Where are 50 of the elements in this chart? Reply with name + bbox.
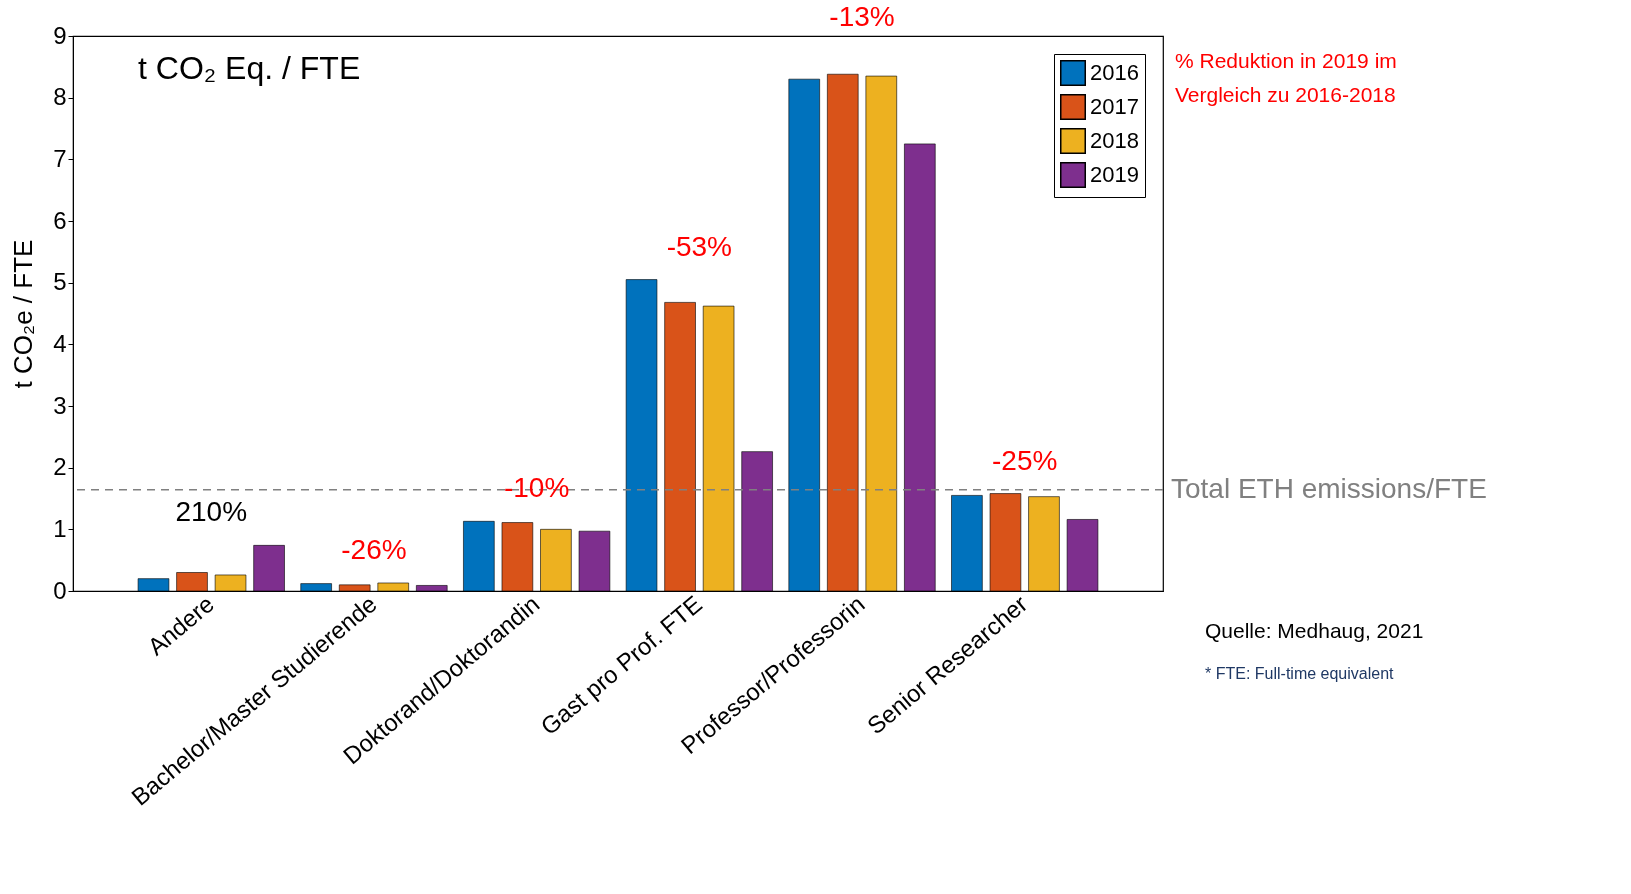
annotation: -26% [341,533,407,565]
y-tick-label: 2 [53,453,67,481]
annotation: -25% [992,444,1058,476]
bar [664,302,696,592]
bar [377,582,409,592]
y-tick-label: 0 [53,576,67,604]
bar [788,78,820,592]
bar [416,585,448,592]
y-tick-label: 9 [53,21,67,49]
bar [253,545,285,592]
text: * FTE: Full-time equivalent [1205,665,1395,682]
bar [214,574,247,592]
legend-label: 2016 [1090,60,1139,85]
bar [578,530,611,592]
bar [338,584,371,592]
y-tick-label: 8 [53,83,67,111]
y-tick-label: 4 [53,329,67,357]
annotation: 210% [175,496,248,528]
bar [702,305,735,592]
ref-line-label: Total ETH emissions/FTE [1171,472,1487,504]
bar [625,279,658,592]
source-note: Quelle: Medhaug, 2021 [1205,619,1424,642]
bar [137,578,170,592]
annotation: -53% [666,230,733,262]
y-axis-title: t CO₂e / FTE [8,239,39,389]
y-tick-label: 6 [53,206,67,234]
bar [463,521,495,592]
bar [989,493,1022,592]
bar [865,75,898,592]
annotation: -10% [503,472,570,504]
bar [176,572,208,592]
bar [300,583,332,592]
chart-title: t CO₂ Eq. / FTE [138,50,361,86]
bar [904,143,936,592]
y-tick-label: 1 [53,514,67,542]
bar [501,522,534,592]
legend-label: 2017 [1090,94,1139,119]
y-tick-label: 7 [53,144,67,172]
bar [827,73,859,592]
legend-label: 2018 [1090,128,1139,153]
bar [540,529,572,592]
y-tick-label: 5 [53,268,67,296]
bar [1028,496,1060,592]
y-tick-label: 3 [53,391,67,419]
text: -13% [829,1,895,32]
legend-label: 2019 [1090,162,1139,187]
text: % Reduktion in 2019 im Vergleich zu 2016-2018 [1175,49,1397,106]
bar [741,451,773,592]
bar [1066,519,1099,592]
bar [951,495,983,592]
